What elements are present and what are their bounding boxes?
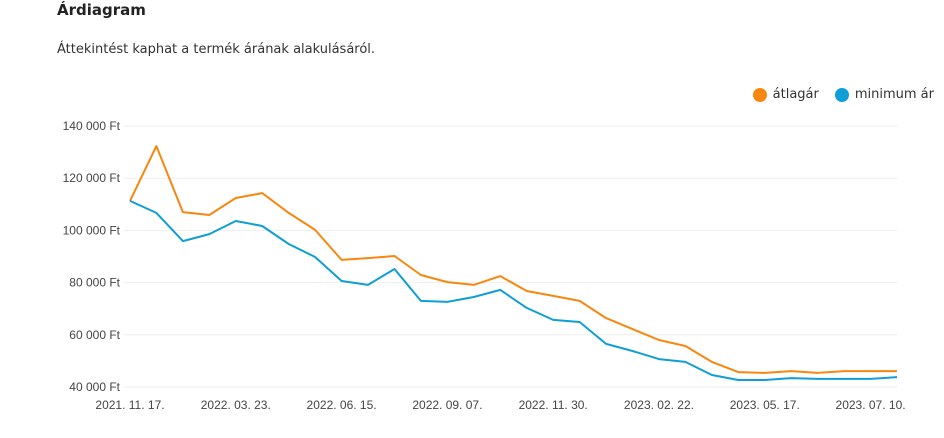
average-data-point[interactable] [602,314,610,322]
chart-subtitle: Áttekintést kaphat a termék árának alaku… [57,42,376,57]
average-data-point[interactable] [470,281,478,289]
legend-item-average[interactable]: átlagár [752,87,819,102]
chart-legend: átlagár minimum ár [737,87,934,102]
minimum-data-point[interactable] [867,375,875,383]
chart-title: Árdiagram [57,1,146,19]
average-data-point[interactable] [417,271,425,279]
legend-label-minimum: minimum ár [854,87,934,102]
average-data-point[interactable] [787,367,795,375]
average-data-point[interactable] [338,256,346,264]
average-data-point[interactable] [840,367,848,375]
average-data-point[interactable] [258,189,266,197]
minimum-data-point[interactable] [602,340,610,348]
minimum-data-point[interactable] [655,355,663,363]
minimum-data-point[interactable] [443,298,451,306]
average-data-point[interactable] [232,194,240,202]
legend-dot-average-icon [752,87,767,102]
grid-lines [124,125,897,388]
legend-label-average: átlagár [772,87,819,102]
y-tick-label: 60 000 Ft [69,328,120,342]
minimum-data-point[interactable] [390,265,398,273]
minimum-data-point[interactable] [629,347,637,355]
minimum-data-point[interactable] [761,376,769,384]
minimum-data-point[interactable] [787,374,795,382]
minimum-data-point[interactable] [708,371,716,379]
y-tick-label: 120 000 Ft [63,171,121,185]
average-data-point[interactable] [179,208,187,216]
average-data-point[interactable] [576,297,584,305]
minimum-data-point[interactable] [496,286,504,294]
x-tick-label: 2021. 11. 17. [95,398,164,412]
y-tick-label: 140 000 Ft [63,119,121,133]
x-tick-label: 2022. 03. 23. [201,398,271,412]
legend-item-minimum[interactable]: minimum ár [834,87,934,102]
y-axis-ticks: 40 000 Ft 60 000 Ft 80 000 Ft 100 000 Ft 120… [63,119,121,394]
average-data-point[interactable] [734,368,742,376]
minimum-data-point[interactable] [285,240,293,248]
minimum-data-point[interactable] [338,277,346,285]
average-data-point[interactable] [311,226,319,234]
x-tick-label: 2022. 11. 30. [519,398,588,412]
average-data-point[interactable] [285,209,293,217]
minimum-data-point[interactable] [126,197,134,205]
minimum-data-point[interactable] [417,297,425,305]
minimum-data-point[interactable] [152,209,160,217]
x-tick-label: 2022. 09. 07. [412,398,482,412]
minimum-data-point[interactable] [840,375,848,383]
minimum-data-point[interactable] [814,375,822,383]
x-tick-label: 2023. 02. 22. [624,398,694,412]
series-line-minimum [129,199,898,381]
minimum-data-point[interactable] [205,230,213,238]
x-tick-label: 2023. 05. 17. [730,398,800,412]
minimum-data-point[interactable] [734,376,742,384]
minimum-data-point[interactable] [893,373,901,381]
average-data-point[interactable] [655,336,663,344]
minimum-data-point[interactable] [258,222,266,230]
series-lines [126,142,901,384]
average-data-point[interactable] [390,252,398,260]
average-data-point[interactable] [867,367,875,375]
average-data-point[interactable] [523,287,531,295]
x-tick-label: 2022. 06. 15. [307,398,377,412]
y-tick-label: 100 000 Ft [63,223,121,237]
average-data-point[interactable] [629,325,637,333]
average-data-point[interactable] [549,292,557,300]
minimum-data-point[interactable] [523,304,531,312]
average-data-point[interactable] [681,342,689,350]
minimum-data-point[interactable] [470,293,478,301]
minimum-data-point[interactable] [364,281,372,289]
minimum-data-point[interactable] [681,358,689,366]
minimum-data-point[interactable] [179,237,187,245]
y-tick-label: 80 000 Ft [69,276,120,290]
minimum-data-point[interactable] [549,316,557,324]
average-data-point[interactable] [205,211,213,219]
average-data-point[interactable] [364,254,372,262]
average-data-point[interactable] [443,278,451,286]
y-tick-label: 40 000 Ft [69,380,120,394]
minimum-data-point[interactable] [311,253,319,261]
minimum-data-point[interactable] [232,217,240,225]
x-tick-label: 2023. 07. 10. [836,398,906,412]
legend-dot-minimum-icon [834,87,849,102]
x-axis-ticks: 2021. 11. 17. 2022. 03. 23. 2022. 06. 15. 2… [95,398,905,412]
average-data-point[interactable] [496,272,504,280]
average-data-point[interactable] [708,358,716,366]
average-data-point[interactable] [152,142,160,150]
minimum-data-point[interactable] [576,318,584,326]
average-data-point[interactable] [761,369,769,377]
series-line-average [129,145,897,374]
